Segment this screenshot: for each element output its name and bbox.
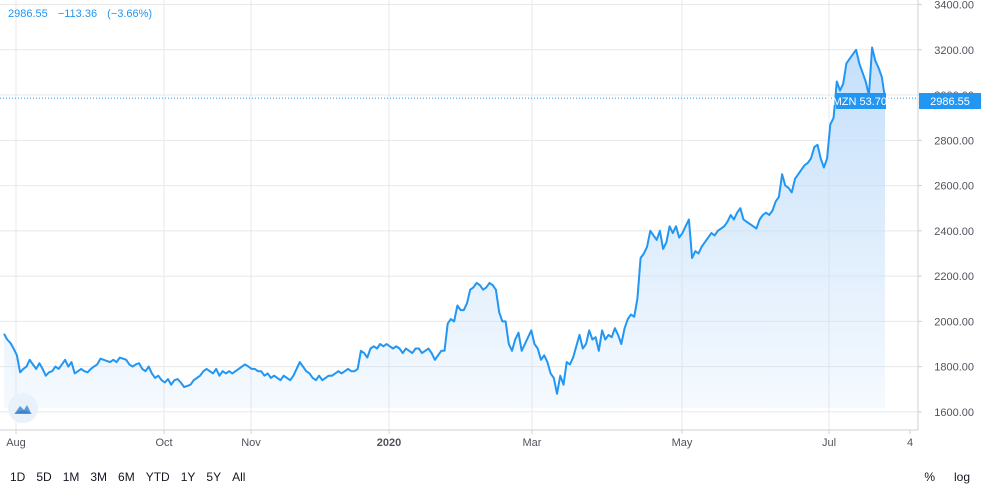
y-tick-label: 1600.00	[934, 407, 974, 419]
quote-price: 2986.55	[8, 8, 48, 20]
range-button-1m[interactable]: 1M	[62, 470, 80, 484]
log-scale-button[interactable]: log	[953, 470, 970, 484]
quote-change: −113.36	[57, 8, 98, 20]
symbol-pct-label: AMZN 53.70%	[825, 96, 897, 108]
y-tick-label: 1800.00	[934, 362, 974, 374]
symbol-label-bg	[836, 93, 886, 109]
y-tick-label: 3200.00	[934, 45, 974, 57]
quote-change-pct: (−3.66%)	[107, 8, 153, 20]
x-tick-label: Oct	[155, 437, 172, 449]
x-tick-label: 4	[907, 437, 913, 449]
percent-scale-button[interactable]: %	[924, 470, 935, 484]
y-tick-label: 2600.00	[934, 181, 974, 193]
time-axis[interactable]: Aug Oct Nov 2020 Mar May Jul 4	[6, 430, 913, 449]
x-tick-label: Aug	[6, 437, 26, 449]
x-tick-label: Nov	[241, 437, 261, 449]
price-label-bg	[919, 93, 981, 109]
x-tick-label: May	[672, 437, 693, 449]
tradingview-logo-icon[interactable]	[8, 393, 38, 423]
y-tick-label: 2000.00	[934, 316, 974, 328]
y-tick-label: 2800.00	[934, 135, 974, 147]
range-button-1y[interactable]: 1Y	[180, 470, 196, 484]
logo-cloud-icon	[14, 405, 32, 414]
scale-options: % log	[905, 470, 970, 484]
chart-area[interactable]: 1600.00 1800.00 2000.00 2200.00 2400.00 2600.…	[0, 0, 981, 455]
range-button-5y[interactable]: 5Y	[206, 470, 222, 484]
price-line	[3, 46, 886, 395]
last-price-label: AMZN 53.70% 2986.55	[825, 93, 981, 109]
range-button-3m[interactable]: 3M	[90, 470, 108, 484]
range-button-ytd[interactable]: YTD	[145, 470, 170, 484]
x-tick-label: Mar	[523, 437, 542, 449]
range-button-1d[interactable]: 1D	[10, 470, 26, 484]
range-button-all[interactable]: All	[232, 470, 246, 484]
y-tick-label: 2200.00	[934, 271, 974, 283]
range-button-6m[interactable]: 6M	[118, 470, 135, 484]
price-value-label: 2986.55	[930, 96, 970, 108]
x-tick-label: 2020	[377, 437, 401, 449]
range-button-5d[interactable]: 5D	[36, 470, 52, 484]
price-axis[interactable]: 1600.00 1800.00 2000.00 2200.00 2400.00 2600.…	[918, 0, 974, 419]
range-selector: 1D 5D 1M 3M 6M YTD 1Y 5Y All	[10, 470, 256, 484]
y-tick-label: 3400.00	[934, 0, 974, 12]
y-tick-label: 2400.00	[934, 226, 974, 238]
bottom-toolbar: 1D 5D 1M 3M 6M YTD 1Y 5Y All % log	[0, 458, 981, 497]
price-chart[interactable]: 1600.00 1800.00 2000.00 2200.00 2400.00 2600.…	[0, 0, 981, 455]
x-tick-label: Jul	[822, 437, 836, 449]
price-area-fill	[4, 47, 885, 408]
quote-header: 2986.55 −113.36 (−3.66%)	[8, 8, 159, 20]
